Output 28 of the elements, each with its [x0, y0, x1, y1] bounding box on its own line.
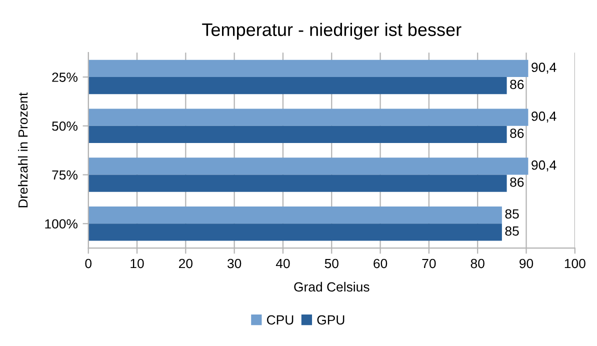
- chart-title: Temperatur - niedriger ist besser: [202, 22, 462, 40]
- x-tick-label: 90: [520, 258, 534, 268]
- x-tick-label: 50: [324, 258, 338, 268]
- x-tick-label: 20: [178, 258, 192, 268]
- x-tick-label: 60: [374, 258, 388, 268]
- x-tick-label: 80: [470, 258, 484, 268]
- y-axis-title: Drehzahl in Prozent: [18, 92, 28, 208]
- y-tick-label: 100%: [45, 219, 78, 229]
- x-tick-label: 40: [276, 258, 290, 268]
- x-tick-label: 100: [564, 258, 586, 268]
- x-tick-label: 70: [422, 258, 436, 268]
- data-label: 90,4: [532, 62, 556, 74]
- data-label: 90,4: [532, 160, 556, 172]
- y-tick-label: 50%: [52, 121, 78, 131]
- legend-label: CPU: [266, 315, 294, 325]
- x-tick-label: 10: [130, 258, 144, 268]
- data-label: 86: [510, 128, 524, 138]
- x-tick-label: 0: [85, 258, 92, 268]
- data-label: 90,4: [532, 112, 556, 122]
- data-label: 85: [505, 209, 519, 219]
- data-label: 86: [510, 178, 524, 187]
- x-axis-title: Grad Celsius: [294, 282, 370, 292]
- y-tick-label: 75%: [52, 170, 78, 180]
- data-label: 86: [510, 80, 524, 90]
- x-tick-label: 30: [227, 258, 242, 268]
- data-label: 85: [505, 226, 519, 236]
- y-tick-label: 25%: [52, 72, 78, 82]
- legend-label: GPU: [317, 315, 344, 325]
